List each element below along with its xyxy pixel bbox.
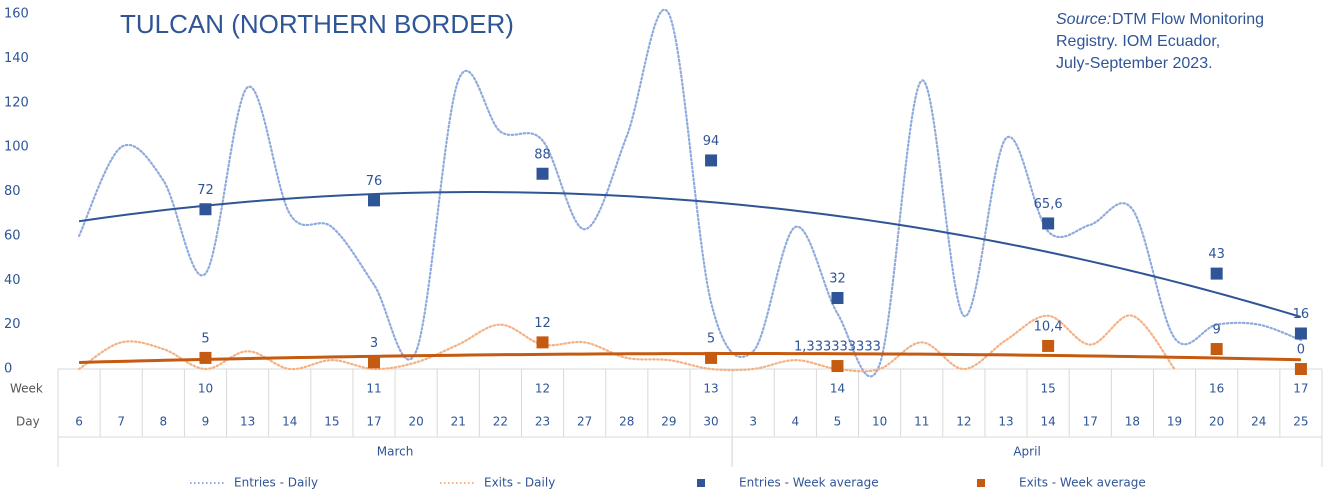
y-tick-label: 140	[4, 51, 29, 66]
day-label: 6	[75, 415, 83, 429]
week-average-marker	[705, 351, 718, 364]
data-label: 3	[370, 336, 378, 351]
data-label: 32	[829, 272, 846, 287]
trendline	[79, 352, 1301, 364]
day-label: 22	[493, 415, 508, 429]
data-label: 72	[197, 183, 214, 198]
week-average-marker	[199, 351, 212, 364]
day-label: 29	[661, 415, 676, 429]
week-average-marker	[831, 292, 844, 304]
source: DTM Flow Monitoring Registry. IOM Ecuador…	[1056, 11, 1264, 72]
y-tick-label: 0	[4, 362, 12, 377]
source-prefix: Source:	[1056, 11, 1111, 28]
y-tick-label: 60	[4, 228, 21, 243]
day-label: 12	[956, 415, 971, 429]
day-label: 25	[1293, 415, 1308, 429]
data-label: 88	[534, 147, 551, 162]
legend-label: Entries - Week average	[739, 476, 879, 490]
day-row-label: Day	[16, 415, 40, 429]
week-average-marker	[1210, 343, 1223, 356]
day-label: 13	[240, 415, 255, 429]
week-average-marker	[536, 336, 549, 349]
data-label: 12	[534, 316, 551, 331]
week-average-marker	[368, 194, 380, 207]
data-label: 65,6	[1034, 197, 1063, 212]
day-label: 23	[535, 415, 550, 429]
week-average-marker	[368, 356, 380, 369]
day-label: 13	[998, 415, 1013, 429]
day-label: 21	[451, 415, 466, 429]
day-label: 18	[1125, 415, 1140, 429]
trendline	[78, 191, 1302, 318]
day-label: 3	[749, 415, 757, 429]
y-tick-label: 160	[4, 7, 29, 22]
y-tick-label: 80	[4, 184, 21, 199]
week-label: 11	[366, 382, 381, 396]
day-label: 5	[834, 415, 842, 429]
y-tick-label: 40	[4, 273, 21, 288]
week-label: 14	[830, 382, 845, 396]
week-label: 17	[1293, 382, 1308, 396]
legend-label: Exits - Week average	[1019, 476, 1146, 490]
week-average-marker	[831, 360, 844, 373]
data-label: 43	[1208, 247, 1225, 262]
y-tick-label: 20	[4, 317, 21, 332]
legend-swatch	[977, 479, 985, 487]
month-label: April	[1013, 445, 1040, 459]
data-label: 9	[1213, 323, 1221, 338]
week-label: 15	[1040, 382, 1055, 396]
week-average-marker	[199, 203, 212, 216]
week-label: 12	[535, 382, 550, 396]
day-label: 17	[366, 415, 381, 429]
week-label: 16	[1209, 382, 1224, 396]
legend-label: Entries - Daily	[234, 476, 318, 490]
chart-title: TULCAN (NORTHERN BORDER)	[120, 9, 514, 39]
week-average-marker	[1210, 267, 1223, 280]
daily-line	[77, 314, 1176, 373]
day-label: 19	[1167, 415, 1182, 429]
day-label: 14	[1040, 415, 1055, 429]
week-average-marker	[1042, 217, 1055, 230]
data-label: 94	[703, 134, 720, 149]
week-average-marker	[1042, 339, 1055, 352]
week-label: 10	[198, 382, 213, 396]
daily-line	[77, 9, 1303, 378]
day-label: 15	[324, 415, 339, 429]
week-average-marker	[1294, 327, 1307, 340]
day-label: 30	[703, 415, 718, 429]
week-row-label: Week	[10, 382, 43, 396]
y-tick-label: 100	[4, 140, 29, 155]
data-label: 16	[1293, 307, 1310, 322]
day-label: 8	[160, 415, 168, 429]
day-label: 7	[117, 415, 125, 429]
day-label: 4	[792, 415, 800, 429]
legend-swatch	[697, 479, 705, 487]
day-label: 20	[408, 415, 423, 429]
day-label: 10	[872, 415, 887, 429]
legend-label: Exits - Daily	[484, 476, 555, 490]
day-label: 27	[577, 415, 592, 429]
day-label: 9	[202, 415, 210, 429]
data-label: 5	[707, 331, 715, 346]
day-label: 14	[282, 415, 297, 429]
day-label: 28	[619, 415, 634, 429]
week-label: 13	[703, 382, 718, 396]
source-text: DTM Flow Monitoring Registry. IOM Ecuador…	[1056, 11, 1264, 72]
day-label: 11	[914, 415, 929, 429]
week-average-marker	[1294, 363, 1307, 375]
y-tick-label: 120	[4, 95, 29, 110]
day-label: 20	[1209, 415, 1224, 429]
week-average-marker	[536, 167, 549, 180]
data-label: 76	[366, 174, 383, 189]
day-label: 17	[1083, 415, 1098, 429]
data-label: 1,333333333	[794, 340, 881, 355]
day-label: 24	[1251, 415, 1266, 429]
week-average-marker	[705, 154, 718, 167]
month-label: March	[377, 445, 414, 459]
data-label: 0	[1297, 343, 1305, 358]
data-label: 5	[201, 331, 209, 346]
data-label: 10,4	[1034, 319, 1063, 334]
